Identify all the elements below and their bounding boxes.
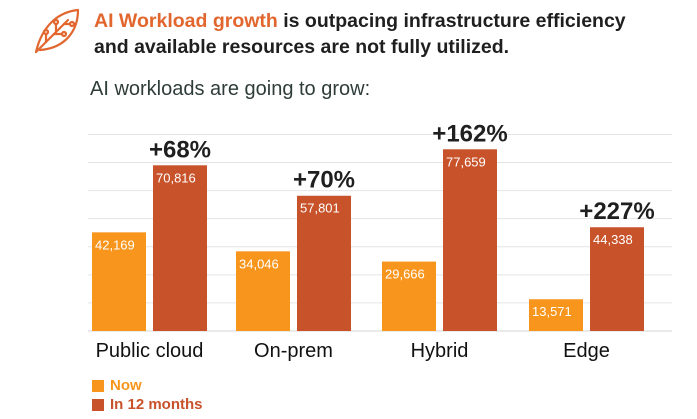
bar-value-label: 29,666 xyxy=(385,267,425,282)
bar-now xyxy=(92,232,146,331)
bar-in-12-months xyxy=(590,227,644,331)
bar-in-12-months xyxy=(443,149,497,331)
category-label: Edge xyxy=(563,340,610,362)
bar-now xyxy=(529,299,583,331)
bar-now xyxy=(382,261,436,331)
bar-value-label: 44,338 xyxy=(593,232,633,247)
growth-label: +70% xyxy=(293,167,355,194)
bar-value-label: 42,169 xyxy=(95,237,135,252)
bar-now xyxy=(236,251,290,331)
bar-value-label: 57,801 xyxy=(300,201,340,216)
legend: Now In 12 months xyxy=(92,376,203,414)
headline-text-1: is outpacing infrastructure efficiency xyxy=(277,10,626,32)
legend-item-now: Now xyxy=(92,376,203,395)
bar-value-label: 13,571 xyxy=(532,304,572,319)
legend-swatch-now xyxy=(92,379,104,392)
bar-value-label: 77,659 xyxy=(446,154,486,169)
category-label: Hybrid xyxy=(411,340,469,362)
chart-title: AI workloads are going to grow: xyxy=(90,78,371,100)
bar-in-12-months xyxy=(297,195,351,331)
legend-label-in-12-months: In 12 months xyxy=(110,396,203,413)
legend-label-now: Now xyxy=(110,377,142,394)
category-label: On-prem xyxy=(254,340,333,362)
category-label: Public cloud xyxy=(96,340,204,362)
growth-label: +68% xyxy=(149,136,211,163)
bar-value-label: 70,816 xyxy=(156,170,196,185)
growth-label: +162% xyxy=(432,120,507,147)
leaf-circuit-icon xyxy=(34,8,80,54)
growth-label: +227% xyxy=(579,198,654,225)
headline-text-2: and available resources are not fully ut… xyxy=(94,36,510,58)
header: AI Workload growth is outpacing infrastr… xyxy=(28,6,688,66)
headline-accent: AI Workload growth xyxy=(94,10,278,32)
legend-item-in-12-months: In 12 months xyxy=(92,395,203,414)
bar-in-12-months xyxy=(153,165,207,331)
headline: AI Workload growth is outpacing infrastr… xyxy=(94,8,694,60)
legend-swatch-in-12-months xyxy=(92,398,104,411)
bar-value-label: 34,046 xyxy=(239,256,279,271)
